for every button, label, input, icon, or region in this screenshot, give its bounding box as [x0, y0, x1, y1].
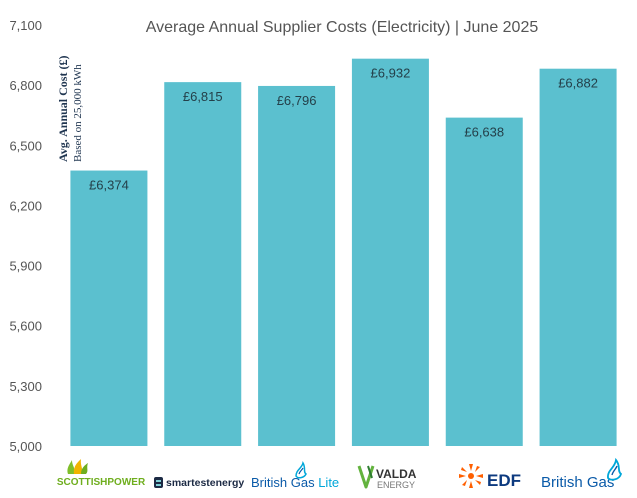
logo-british-gas: British Gas	[541, 457, 623, 491]
scottishpower-flame-icon	[67, 459, 88, 474]
logo-text-scottishpower: SCOTTISHPOWER	[57, 477, 146, 488]
bars	[70, 58, 617, 447]
logo-text-valda: VALDA	[376, 467, 417, 481]
data-label: £6,815	[183, 89, 223, 104]
bar-british-gas-lite	[258, 85, 336, 446]
bar-valda-energy	[351, 58, 429, 447]
british-gas-flame-icon	[295, 460, 307, 479]
valda-v-icon	[357, 465, 375, 489]
logo-british-gas-lite: British Gas Lite	[251, 460, 339, 490]
data-label: £6,374	[89, 178, 129, 193]
data-label: £6,932	[371, 66, 411, 81]
edf-sun-icon	[459, 464, 483, 488]
bar-smartestenergy	[164, 82, 242, 446]
data-label: £6,796	[277, 93, 317, 108]
y-tick-label: 6,500	[9, 138, 42, 153]
logo-text-valda-energy: ENERGY	[377, 480, 415, 490]
chart-title: Average Annual Supplier Costs (Electrici…	[146, 19, 539, 36]
data-label: £6,882	[558, 76, 598, 91]
logo-edf: EDF	[459, 464, 521, 490]
y-tick-label: 5,000	[9, 439, 42, 454]
logo-text-edf: EDF	[487, 471, 521, 490]
y-tick-label: 5,300	[9, 379, 42, 394]
logo-smartestenergy: smartestenergy	[154, 477, 244, 489]
bar-scottishpower	[70, 170, 148, 446]
y-tick-label: 5,900	[9, 259, 42, 274]
logo-valda-energy: VALDA ENERGY	[357, 465, 417, 490]
british-gas-flame-icon	[607, 457, 623, 481]
y-axis-sublabel: Based on 25,000 kWh	[72, 64, 84, 162]
y-axis-ticks: 5,000 5,300 5,600 5,900 6,200 6,500 6,800 7,100	[9, 18, 42, 454]
y-tick-label: 6,200	[9, 198, 42, 213]
data-labels: £6,374 £6,815 £6,796 £6,932 £6,638 £6,882	[89, 66, 598, 193]
y-tick-label: 7,100	[9, 18, 42, 33]
bar-british-gas	[539, 68, 617, 447]
y-tick-label: 6,800	[9, 78, 42, 93]
bar-edf	[445, 117, 523, 447]
y-axis-label: Avg. Annual Cost (£)	[56, 56, 70, 162]
y-tick-label: 5,600	[9, 319, 42, 334]
smartestenergy-s-icon	[154, 477, 163, 488]
logo-text-british-gas: British Gas	[541, 474, 614, 491]
logo-scottishpower: SCOTTISHPOWER	[57, 459, 146, 488]
logo-text-british-gas-lite: British Gas Lite	[251, 475, 339, 490]
logo-text-smartestenergy: smartestenergy	[166, 477, 244, 489]
data-label: £6,638	[464, 125, 504, 140]
